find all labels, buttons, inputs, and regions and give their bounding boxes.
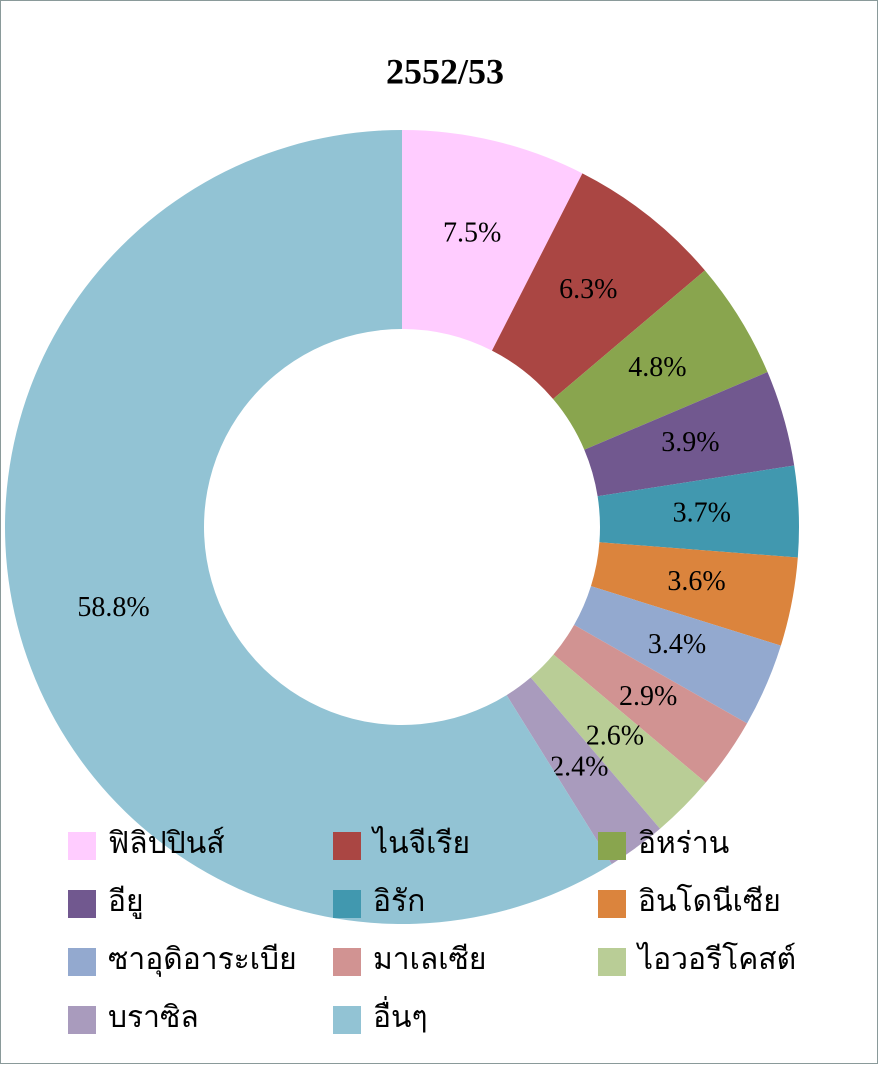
legend-label: อินโดนีเซีย	[638, 883, 781, 918]
data-label: 3.6%	[667, 566, 725, 597]
legend-swatch	[333, 832, 361, 860]
legend-swatch	[598, 890, 626, 918]
donut-slice	[553, 270, 768, 450]
data-label: 58.8%	[77, 592, 149, 623]
legend-swatch	[333, 948, 361, 976]
legend-label: ฟิลิปปินส์	[108, 826, 225, 860]
legend-swatch	[333, 890, 361, 918]
legend-swatch	[598, 832, 626, 860]
donut-slice	[4, 130, 612, 924]
legend-swatch	[333, 1006, 361, 1034]
donut-slice	[590, 542, 798, 646]
chart-title: 2552/53	[386, 51, 504, 91]
legend-swatch	[68, 948, 96, 976]
data-label: 3.9%	[661, 427, 719, 458]
legend-label: ไอวอรีโคสต์	[636, 941, 796, 976]
data-label: 2.4%	[550, 751, 608, 782]
legend-label: ไนจีเรีย	[371, 825, 470, 860]
data-label: 2.9%	[619, 681, 677, 712]
legend-swatch	[68, 832, 96, 860]
legend-label: อิหร่าน	[638, 827, 729, 860]
donut-slice	[402, 130, 583, 351]
legend-swatch	[68, 890, 96, 918]
data-label: 6.3%	[559, 274, 617, 305]
donut-slice	[491, 173, 705, 400]
legend-label: บราซิล	[108, 1001, 199, 1034]
donut-slice	[597, 465, 799, 558]
donut-slice	[553, 624, 748, 783]
donut-slice	[506, 677, 661, 865]
legend-swatch	[598, 948, 626, 976]
legend-label: อียู	[108, 885, 144, 919]
legend-label: อิรัก	[373, 885, 425, 918]
data-label: 3.4%	[648, 629, 706, 660]
legend-label: มาเลเซีย	[373, 943, 486, 976]
donut-slice	[584, 372, 795, 497]
data-label: 7.5%	[443, 218, 501, 249]
legend-label: อื่นๆ	[373, 996, 428, 1034]
data-label: 2.6%	[586, 721, 644, 752]
data-label: 4.8%	[628, 352, 686, 383]
legend-swatch	[68, 1006, 96, 1034]
donut-slice	[574, 586, 781, 724]
data-label: 3.7%	[673, 498, 731, 529]
donut-slice	[530, 654, 706, 829]
legend-label: ซาอุดิอาระเบีย	[108, 943, 297, 978]
